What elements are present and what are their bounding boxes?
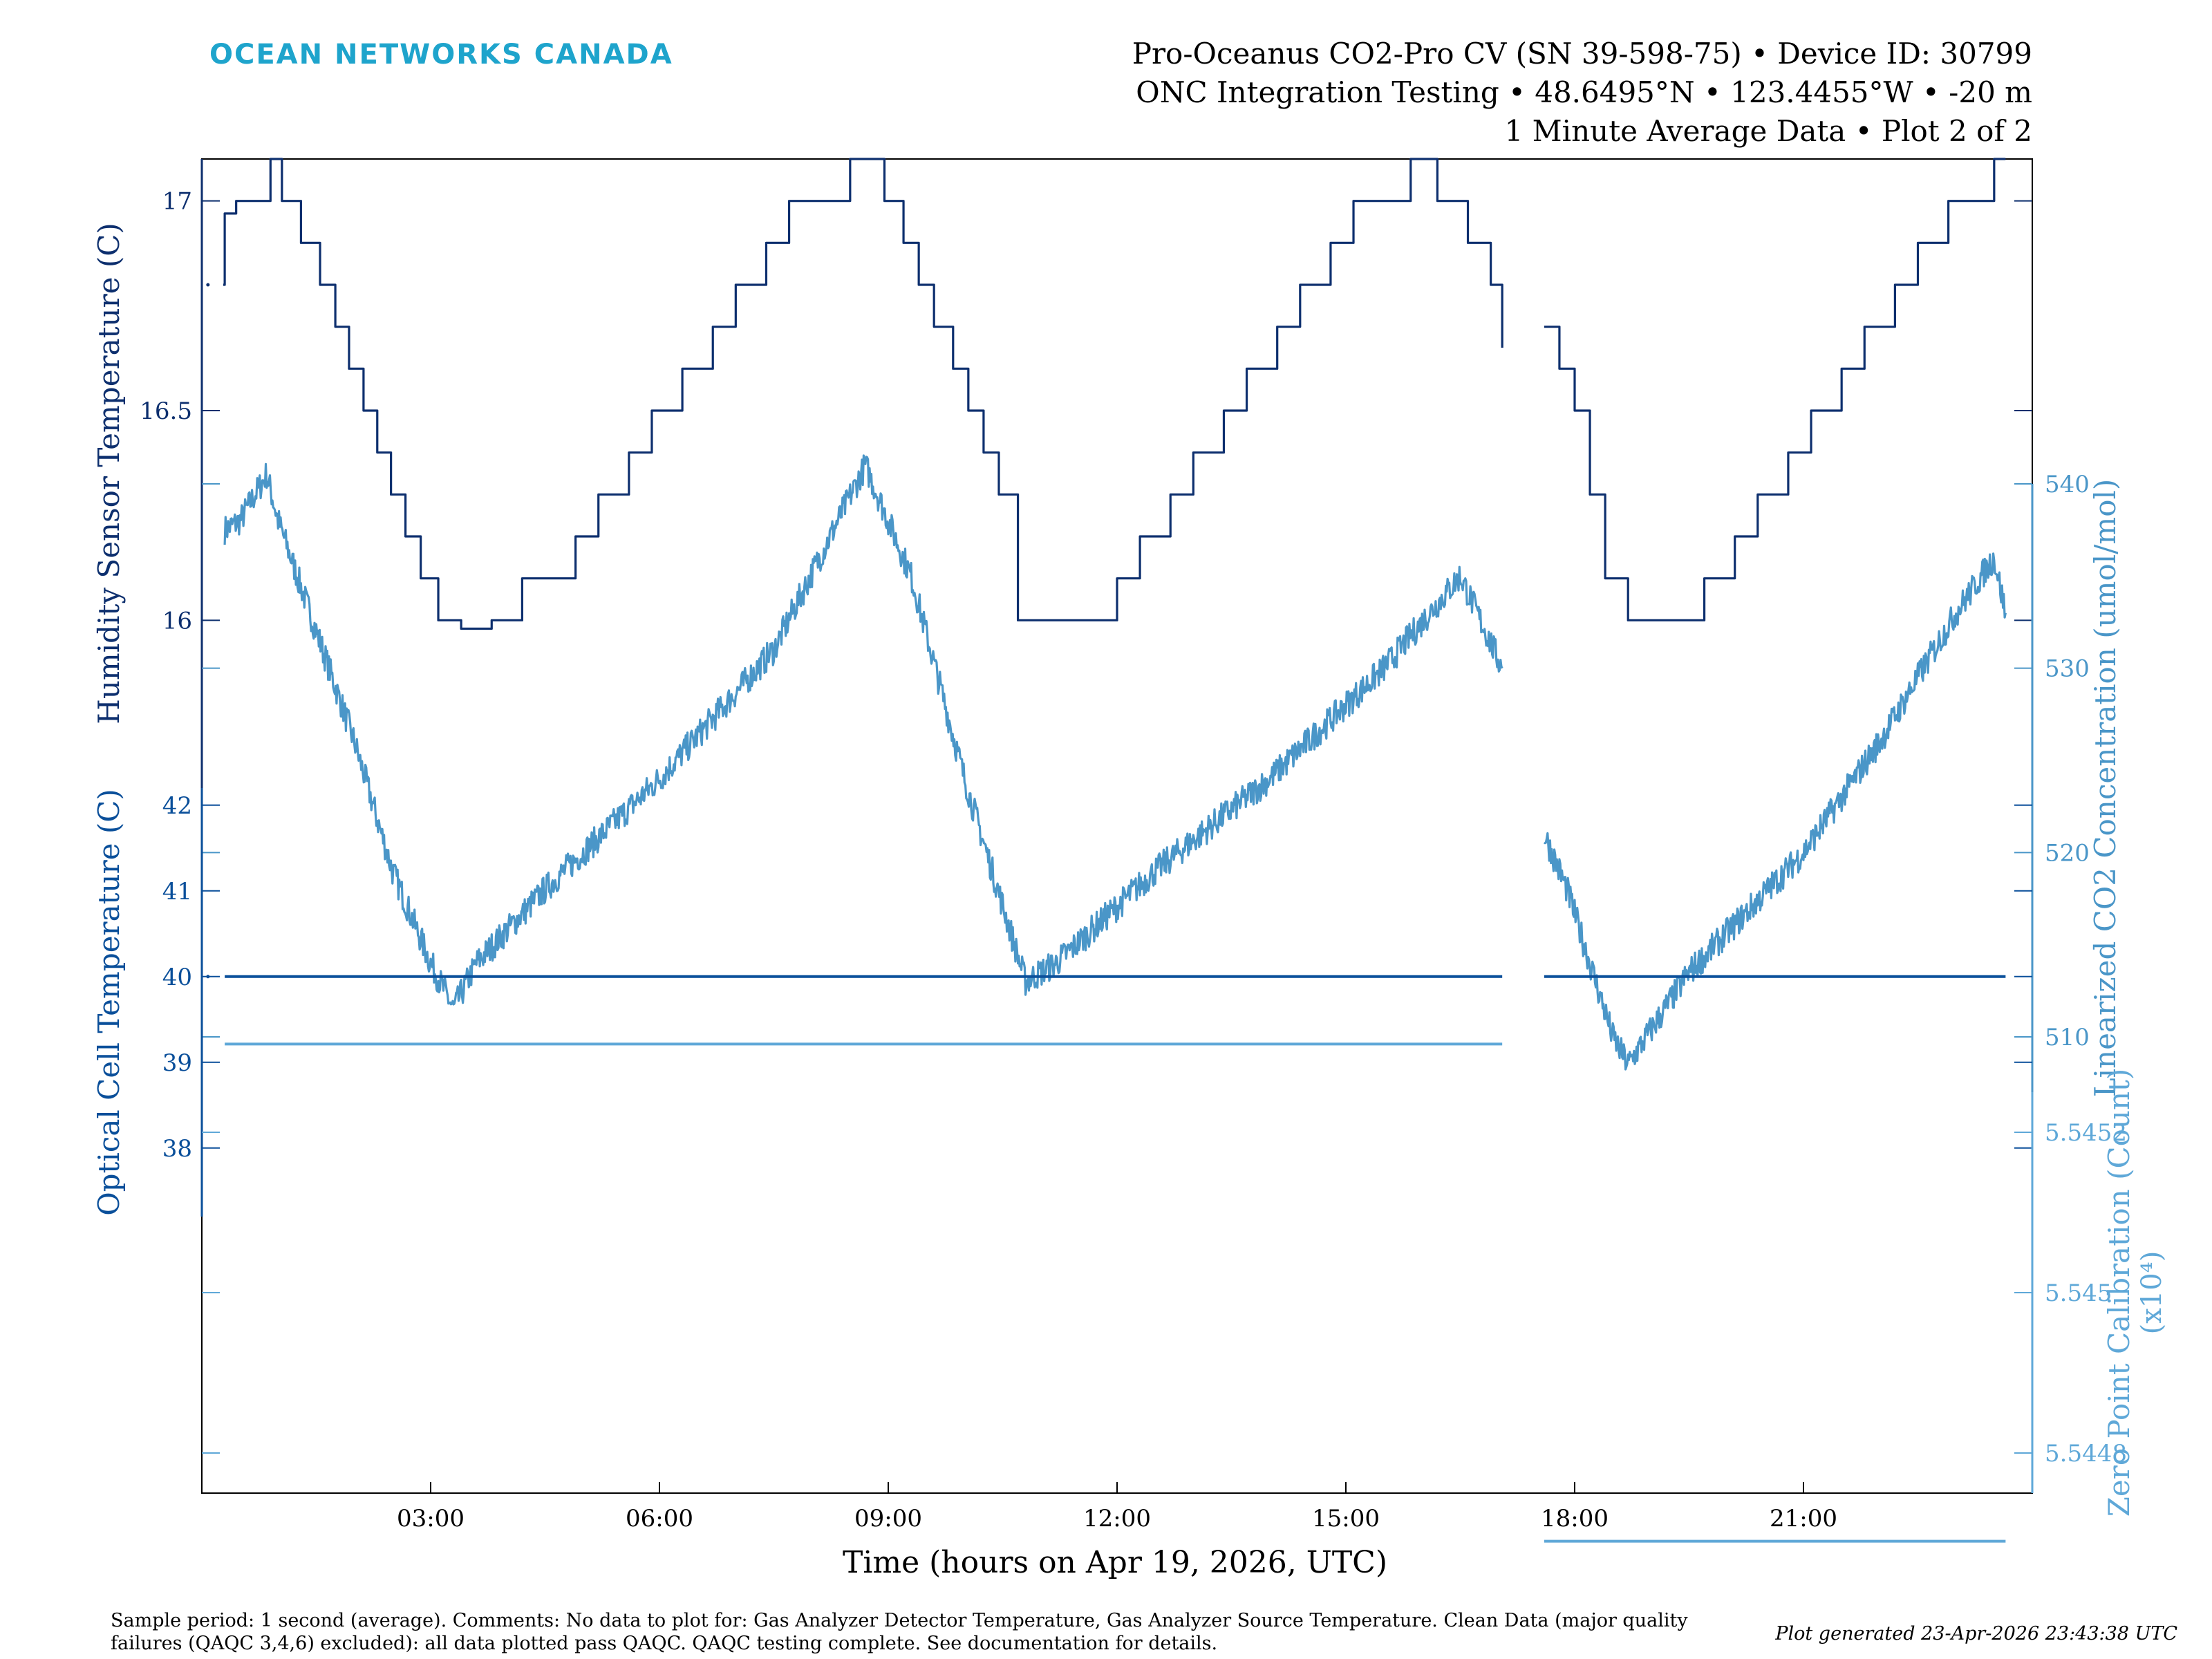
- optical-tick-label: 42: [162, 792, 192, 820]
- co2-series-line: [1543, 552, 2007, 1071]
- co2-tick-label: 540: [2045, 471, 2090, 498]
- plot-frame: [201, 158, 2033, 1494]
- humidity-series-line: [1544, 158, 2006, 621]
- plot-generated-stamp: Plot generated 23-Apr-2026 23:43:38 UTC: [1774, 1623, 2177, 1644]
- optical-tick-label: 40: [162, 964, 192, 991]
- optical-tick-label: 38: [162, 1135, 192, 1163]
- co2-tick-label: 530: [2045, 655, 2090, 683]
- x-tick-label: 18:00: [1541, 1505, 1609, 1533]
- co2-axis-label: Linearized CO2 Concentration (umol/mol): [2088, 479, 2122, 1098]
- zero-tick-label: 5.5448: [2045, 1440, 2127, 1468]
- logo-text: OCEAN NETWORKS CANADA: [209, 39, 673, 71]
- x-tick-label: 15:00: [1312, 1505, 1380, 1533]
- chart-title-line-3: 1 Minute Average Data • Plot 2 of 2: [1505, 114, 2032, 148]
- footer-note-line-1: Sample period: 1 second (average). Comme…: [111, 1610, 1688, 1631]
- humidity-series-point: [206, 283, 210, 287]
- zero-axis-sublabel: (x10⁴): [2136, 1251, 2168, 1335]
- optical-series-point: [206, 975, 210, 979]
- co2-tick-label: 510: [2045, 1024, 2090, 1051]
- chart-title-line-1: Pro-Oceanus CO2-Pro CV (SN 39-598-75) • …: [1132, 37, 2032, 71]
- footer-note-line-2: failures (QAQC 3,4,6) excluded): all dat…: [111, 1633, 1217, 1654]
- x-axis-label: Time (hours on Apr 19, 2026, UTC): [843, 1545, 1387, 1580]
- humidity-series-line: [223, 158, 1503, 630]
- humidity-axis-label: Humidity Sensor Temperature (C): [92, 223, 126, 724]
- plot-area: 03:00 06:00 09:00 12:00 15:00 18:00 21:00 16 16.…: [92, 158, 2168, 1543]
- zero-tick-label: 5.545: [2045, 1280, 2112, 1307]
- x-tick-label: 06:00: [626, 1505, 693, 1533]
- optical-tick-label: 39: [162, 1049, 192, 1077]
- x-tick-label: 21:00: [1770, 1505, 1837, 1533]
- optical-axis-label: Optical Cell Temperature (C): [92, 789, 126, 1216]
- zero-axis-label: Zero Point Calibration (Count): [2102, 1069, 2136, 1517]
- co2-series-line: [223, 454, 1503, 1006]
- chart-title-line-2: ONC Integration Testing • 48.6495°N • 12…: [1136, 75, 2032, 109]
- co2-tick-label: 520: [2045, 839, 2090, 867]
- humidity-tick-label: 16: [162, 607, 192, 635]
- x-tick-label: 09:00: [854, 1505, 922, 1533]
- optical-tick-label: 41: [162, 878, 192, 906]
- humidity-tick-label: 16.5: [140, 397, 192, 425]
- x-tick-label: 12:00: [1083, 1505, 1151, 1533]
- x-tick-label: 03:00: [397, 1505, 465, 1533]
- humidity-tick-label: 17: [162, 188, 192, 216]
- zero-tick-label: 5.5452: [2045, 1119, 2127, 1147]
